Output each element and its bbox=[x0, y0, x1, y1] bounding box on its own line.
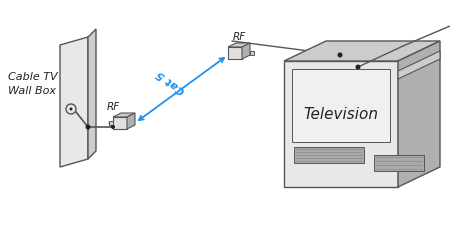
Polygon shape bbox=[284, 62, 398, 187]
Polygon shape bbox=[113, 117, 127, 129]
Polygon shape bbox=[398, 42, 440, 187]
Circle shape bbox=[356, 65, 360, 70]
Circle shape bbox=[111, 126, 115, 129]
Polygon shape bbox=[127, 113, 135, 129]
Circle shape bbox=[86, 125, 90, 130]
Polygon shape bbox=[294, 147, 364, 163]
Text: RF: RF bbox=[106, 101, 120, 112]
Text: Television: Television bbox=[303, 107, 378, 122]
Polygon shape bbox=[250, 52, 254, 56]
Polygon shape bbox=[228, 48, 242, 60]
Polygon shape bbox=[398, 52, 440, 80]
Polygon shape bbox=[242, 44, 250, 60]
Text: RF: RF bbox=[232, 32, 246, 42]
Polygon shape bbox=[292, 70, 390, 142]
Circle shape bbox=[69, 108, 72, 111]
Text: Cat 5: Cat 5 bbox=[155, 68, 188, 95]
Polygon shape bbox=[228, 44, 250, 48]
Polygon shape bbox=[374, 155, 424, 171]
Circle shape bbox=[338, 53, 342, 58]
Polygon shape bbox=[88, 30, 96, 159]
Polygon shape bbox=[109, 122, 113, 126]
Polygon shape bbox=[113, 113, 135, 117]
Text: Cable TV
Wall Box: Cable TV Wall Box bbox=[8, 72, 58, 96]
Polygon shape bbox=[60, 38, 88, 167]
Polygon shape bbox=[284, 42, 440, 62]
